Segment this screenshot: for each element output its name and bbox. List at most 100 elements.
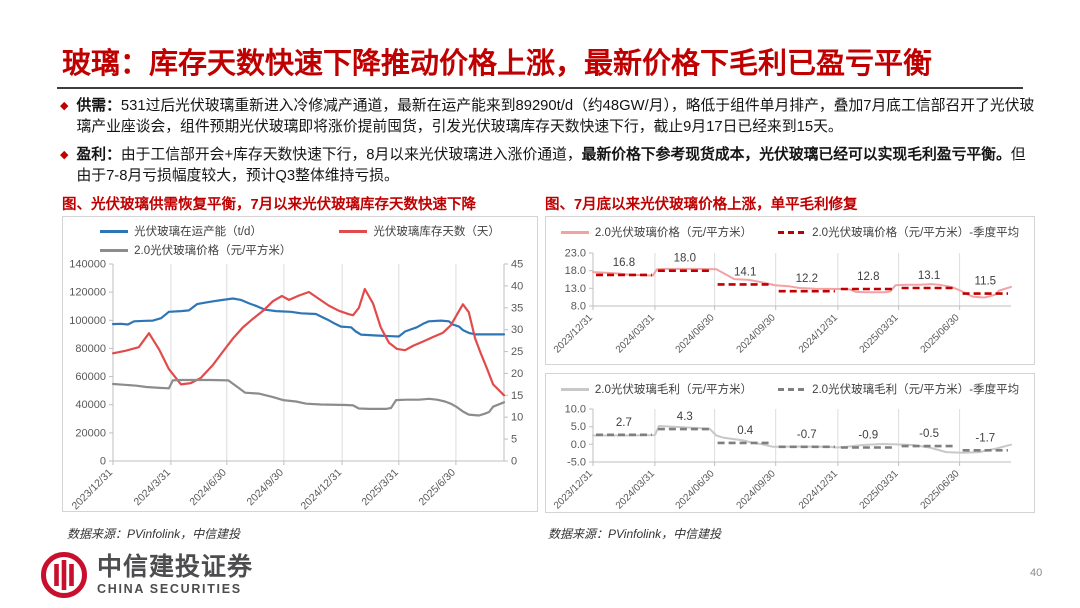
svg-text:0: 0 xyxy=(511,456,517,468)
logo-name-en: CHINA SECURITIES xyxy=(97,582,242,597)
legend-line-swatch xyxy=(339,229,368,233)
bullet-label: 供需： xyxy=(76,98,121,114)
svg-text:2023/12/31: 2023/12/31 xyxy=(552,468,595,511)
svg-text:25: 25 xyxy=(511,346,523,358)
bullet-text: 盈利：由于工信部开会+库存天数快速下行，8月以来光伏玻璃进入涨价通道，最新价格下… xyxy=(76,147,1026,184)
svg-text:2024/12/31: 2024/12/31 xyxy=(797,468,840,511)
svg-text:-0.9: -0.9 xyxy=(858,430,878,442)
chart-panel-supply-demand: 光伏玻璃在运产能（t/d） 光伏玻璃库存天数（天） 2.0光伏玻璃价格（元/平方米）… xyxy=(62,216,538,512)
svg-text:45: 45 xyxy=(511,259,523,271)
figure-title-right: 图、7月底以来光伏玻璃价格上涨，单平毛利修复 xyxy=(545,197,858,213)
legend-label: 2.0光伏玻璃毛利（元/平方米） xyxy=(594,384,753,396)
legend-line-swatch xyxy=(560,230,589,234)
svg-text:10.0: 10.0 xyxy=(565,404,586,416)
svg-text:2.7: 2.7 xyxy=(616,417,632,429)
line-chart-price-quarterly: 2.0光伏玻璃价格（元/平方米） 2.0光伏玻璃价格（元/平方米）-季度平均 8.0… xyxy=(546,217,1034,361)
citic-logo-icon xyxy=(40,551,88,599)
svg-text:40000: 40000 xyxy=(75,399,106,411)
line-chart-margin-quarterly: 2.0光伏玻璃毛利（元/平方米） 2.0光伏玻璃毛利（元/平方米）-季度平均 -5.… xyxy=(546,374,1034,511)
svg-text:5: 5 xyxy=(511,434,517,446)
svg-text:8.0: 8.0 xyxy=(571,301,586,313)
legend-item: 光伏玻璃在运产能（t/d） xyxy=(100,223,291,239)
svg-text:0: 0 xyxy=(100,456,106,468)
svg-text:2025/6/30: 2025/6/30 xyxy=(417,467,459,509)
svg-text:23.0: 23.0 xyxy=(565,248,586,260)
svg-text:2024/09/30: 2024/09/30 xyxy=(735,468,778,511)
svg-text:2025/3/31: 2025/3/31 xyxy=(359,467,401,509)
svg-text:2024/6/30: 2024/6/30 xyxy=(187,467,229,509)
page-number: 40 xyxy=(1030,567,1043,579)
bullet-list: ◆ 供需：531过后光伏玻璃重新进入冷修减产通道，最新在运产能来到89290t/… xyxy=(60,96,1038,194)
logo-text: 中信建投证券 CHINA SECURITIES xyxy=(97,554,253,597)
title-divider xyxy=(57,87,1023,89)
svg-text:12.2: 12.2 xyxy=(796,273,818,285)
svg-text:60000: 60000 xyxy=(75,371,106,383)
chart-svg: 0 20000 40000 60000 80000 100000 120000 140000 0… xyxy=(69,259,523,511)
figure-title-left: 图、光伏玻璃供需恢复平衡，7月以来光伏玻璃库存天数快速下降 xyxy=(62,197,477,213)
legend-label: 2.0光伏玻璃价格（元/平方米） xyxy=(594,227,753,239)
svg-text:2023/12/31: 2023/12/31 xyxy=(552,312,595,355)
chart-legend: 2.0光伏玻璃价格（元/平方米） 2.0光伏玻璃价格（元/平方米）-季度平均 xyxy=(546,217,1034,240)
svg-text:16.8: 16.8 xyxy=(613,257,635,269)
svg-text:2024/03/31: 2024/03/31 xyxy=(614,312,657,355)
bullet-profit: ◆ 盈利：由于工信部开会+库存天数快速下行，8月以来光伏玻璃进入涨价通道，最新价… xyxy=(60,145,1038,187)
bullet-label: 盈利： xyxy=(76,147,121,163)
svg-text:2024/3/31: 2024/3/31 xyxy=(132,467,174,509)
legend-item: 2.0光伏玻璃价格（元/平方米） xyxy=(100,242,291,258)
svg-text:2024/12/31: 2024/12/31 xyxy=(299,467,345,510)
svg-text:2024/12/31: 2024/12/31 xyxy=(797,312,840,355)
data-source-right: 数据来源：PVinfolink，中信建投 xyxy=(548,527,722,541)
svg-text:2025/03/31: 2025/03/31 xyxy=(858,312,901,355)
svg-text:35: 35 xyxy=(511,302,523,314)
legend-dashed-line-swatch xyxy=(778,230,807,234)
svg-text:120000: 120000 xyxy=(69,287,106,299)
bullet-text: 供需：531过后光伏玻璃重新进入冷修减产通道，最新在运产能来到89290t/d（… xyxy=(76,98,1035,135)
legend-line-swatch xyxy=(100,229,129,233)
svg-text:0.0: 0.0 xyxy=(571,439,586,451)
svg-text:2025/03/31: 2025/03/31 xyxy=(858,468,901,511)
svg-text:13.0: 13.0 xyxy=(565,283,586,295)
svg-text:14.1: 14.1 xyxy=(734,266,756,278)
chart-legend: 2.0光伏玻璃毛利（元/平方米） 2.0光伏玻璃毛利（元/平方米）-季度平均 xyxy=(546,374,1034,397)
svg-text:13.1: 13.1 xyxy=(918,270,940,282)
legend-item: 2.0光伏玻璃毛利（元/平方米） xyxy=(560,381,753,397)
svg-text:18.0: 18.0 xyxy=(565,265,586,277)
svg-text:2024/09/30: 2024/09/30 xyxy=(735,312,778,355)
svg-text:11.5: 11.5 xyxy=(975,276,997,288)
legend-label: 2.0光伏玻璃毛利（元/平方米）-季度平均 xyxy=(812,384,1020,396)
legend-dashed-line-swatch xyxy=(778,387,807,391)
diamond-bullet-icon: ◆ xyxy=(60,100,69,112)
svg-text:30: 30 xyxy=(511,324,523,336)
page-title: 玻璃：库存天数快速下降推动价格上涨，最新价格下毛利已盈亏平衡 xyxy=(62,48,933,80)
legend-item: 2.0光伏玻璃毛利（元/平方米）-季度平均 xyxy=(778,381,1019,397)
svg-text:15: 15 xyxy=(511,390,523,402)
svg-text:2024/9/30: 2024/9/30 xyxy=(245,467,287,509)
legend-item: 2.0光伏玻璃价格（元/平方米） xyxy=(560,224,753,240)
legend-label: 2.0光伏玻璃价格（元/平方米） xyxy=(134,245,292,257)
svg-text:10: 10 xyxy=(511,412,523,424)
svg-text:2024/03/31: 2024/03/31 xyxy=(614,468,657,511)
svg-text:40: 40 xyxy=(511,280,523,292)
legend-label: 光伏玻璃在运产能（t/d） xyxy=(134,226,262,238)
chart-legend: 光伏玻璃在运产能（t/d） 光伏玻璃库存天数（天） 2.0光伏玻璃价格（元/平方米） xyxy=(63,217,537,258)
chart-svg: -5.0 0.0 5.0 10.0 2023/12/31 2024/03/31 2024/0… xyxy=(552,404,1012,511)
svg-text:12.8: 12.8 xyxy=(857,271,879,283)
data-source-left: 数据来源：PVinfolink，中信建投 xyxy=(67,527,241,541)
chart-panel-margin: 2.0光伏玻璃毛利（元/平方米） 2.0光伏玻璃毛利（元/平方米）-季度平均 -5.… xyxy=(545,373,1035,513)
legend-label: 光伏玻璃库存天数（天） xyxy=(373,226,500,238)
svg-text:18.0: 18.0 xyxy=(674,253,696,265)
svg-text:100000: 100000 xyxy=(69,315,106,327)
svg-text:-1.7: -1.7 xyxy=(975,432,995,444)
chart-svg: 8.0 13.0 18.0 23.0 2023/12/31 2024/03/31 2024/… xyxy=(552,248,1012,356)
svg-text:2025/06/30: 2025/06/30 xyxy=(919,312,962,355)
svg-text:2024/06/30: 2024/06/30 xyxy=(674,468,717,511)
svg-text:20000: 20000 xyxy=(75,427,106,439)
legend-line-swatch xyxy=(560,387,589,391)
legend-item: 2.0光伏玻璃价格（元/平方米）-季度平均 xyxy=(778,224,1019,240)
legend-line-swatch xyxy=(100,248,129,252)
svg-text:2023/12/31: 2023/12/31 xyxy=(69,467,115,510)
svg-text:-0.5: -0.5 xyxy=(919,428,939,440)
svg-text:2024/06/30: 2024/06/30 xyxy=(674,312,717,355)
svg-text:2025/06/30: 2025/06/30 xyxy=(919,468,962,511)
